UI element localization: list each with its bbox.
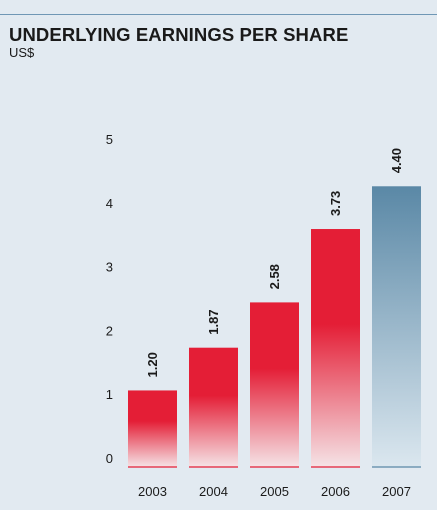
value-label: 4.40 (389, 148, 404, 173)
x-axis: 2003 2004 2005 2006 2007 (138, 484, 411, 499)
value-label: 2.58 (267, 264, 282, 289)
y-tick-label: 5 (106, 132, 113, 147)
bar-2005 (250, 302, 299, 467)
x-tick-label: 2004 (199, 484, 228, 499)
bar-2007 (372, 186, 421, 467)
bar-2006 (311, 229, 360, 467)
y-tick-label: 4 (106, 196, 113, 211)
bar-2004 (189, 347, 238, 467)
x-tick-label: 2006 (321, 484, 350, 499)
bar-2003 (128, 390, 177, 467)
y-tick-label: 0 (106, 451, 113, 466)
top-rule (0, 14, 437, 15)
x-tick-label: 2007 (382, 484, 411, 499)
y-tick-label: 2 (106, 323, 113, 338)
x-tick-label: 2003 (138, 484, 167, 499)
y-axis: 0 1 2 3 4 5 (106, 132, 113, 466)
value-label: 1.87 (206, 309, 221, 334)
chart-title: UNDERLYING EARNINGS PER SHARE (9, 24, 349, 45)
value-labels: 1.20 1.87 2.58 3.73 4.40 (145, 148, 404, 377)
unit-label: US$ (9, 45, 35, 60)
value-label: 1.20 (145, 352, 160, 377)
bars (128, 186, 421, 468)
value-label: 3.73 (328, 191, 343, 216)
y-tick-label: 1 (106, 387, 113, 402)
y-tick-label: 3 (106, 260, 113, 275)
x-tick-label: 2005 (260, 484, 289, 499)
